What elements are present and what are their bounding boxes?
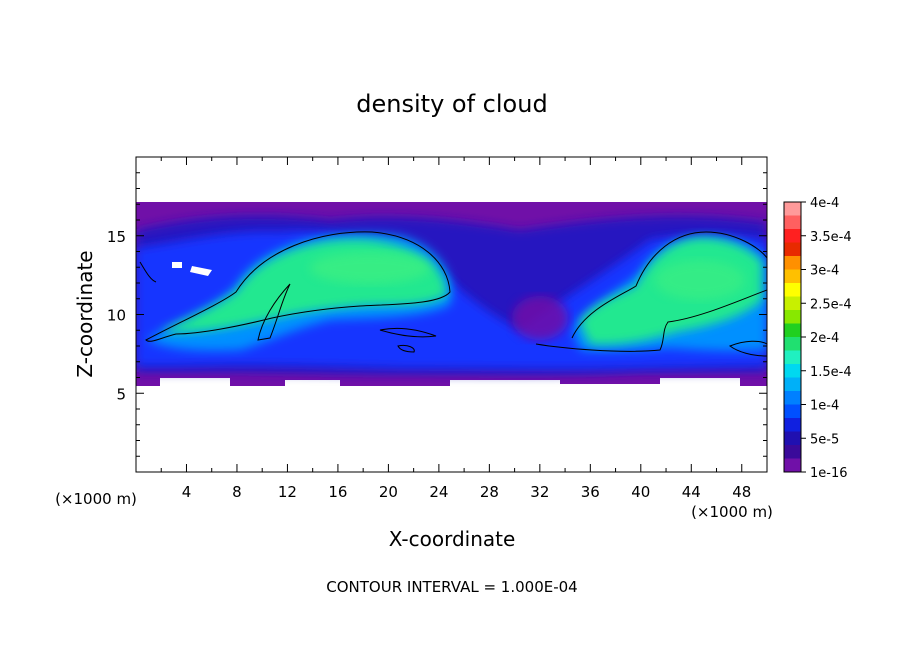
colorbar-swatch — [784, 350, 801, 365]
colorbar-label: 1.5e-4 — [810, 365, 852, 380]
density-field — [136, 157, 767, 472]
x-axis-units-label: (×1000 m) — [55, 490, 137, 508]
colorbar-swatch — [784, 310, 801, 324]
x-tick-label: 28 — [480, 483, 499, 501]
x-tick-label: 48 — [732, 483, 751, 501]
colorbar-label: 2e-4 — [810, 331, 839, 346]
colorbar-swatch — [784, 215, 801, 230]
colorbar-swatch — [784, 283, 801, 297]
colorbar-label: 1e-16 — [810, 466, 848, 481]
colorbar-swatch — [784, 242, 801, 257]
x-axis-units-label-right: (×1000 m) — [691, 503, 773, 521]
y-tick-label: 5 — [116, 385, 126, 403]
colorbar-swatch — [784, 377, 801, 392]
x-tick-label: 32 — [530, 483, 549, 501]
x-tick-label: 40 — [631, 483, 650, 501]
colorbar-swatch — [784, 323, 801, 338]
colorbar-swatch — [784, 431, 801, 446]
colorbar-swatch — [784, 404, 801, 419]
colorbar-swatch — [784, 364, 801, 378]
x-tick-label: 24 — [429, 483, 448, 501]
x-tick-label: 12 — [278, 483, 297, 501]
colorbar-label: 3e-4 — [810, 264, 839, 279]
colorbar-swatch — [784, 296, 801, 311]
x-axis-label: X-coordinate — [389, 527, 516, 551]
y-tick-label: 15 — [107, 228, 126, 246]
colorbar-swatch — [784, 445, 801, 459]
x-tick-label: 4 — [182, 483, 192, 501]
contour-interval-footer: CONTOUR INTERVAL = 1.000E-04 — [326, 578, 577, 596]
colorbar-swatch — [784, 418, 801, 432]
colorbar-label: 3.5e-4 — [810, 230, 852, 245]
x-tick-label: 20 — [379, 483, 398, 501]
colorbar-label: 2.5e-4 — [810, 297, 852, 312]
colorbar-swatch — [784, 391, 801, 405]
colorbar-label: 5e-5 — [810, 432, 839, 447]
colorbar-label: 4e-4 — [810, 196, 839, 211]
colorbar-swatch — [784, 256, 801, 270]
colorbar-swatch — [784, 269, 801, 284]
colorbar-swatch — [784, 202, 801, 216]
y-tick-label: 10 — [107, 307, 126, 325]
chart-title: density of cloud — [356, 90, 547, 118]
y-axis-ticks: 5 10 15 — [107, 172, 767, 457]
x-tick-label: 36 — [581, 483, 600, 501]
x-tick-label: 44 — [682, 483, 701, 501]
colorbar: 4e-4 3.5e-4 3e-4 2.5e-4 2e-4 1.5e-4 1e-4 5e-5 1e… — [783, 196, 852, 481]
x-axis-ticks: 4 8 12 16 20 24 28 32 36 40 44 48 — [160, 157, 751, 501]
colorbar-label: 1e-4 — [810, 399, 839, 414]
x-tick-label: 16 — [328, 483, 347, 501]
colorbar-swatch — [784, 229, 801, 243]
contour-line — [145, 231, 451, 342]
y-axis-label: Z-coordinate — [73, 250, 97, 377]
x-tick-label: 8 — [232, 483, 242, 501]
colorbar-swatch — [784, 337, 801, 351]
colorbar-swatch — [784, 458, 801, 473]
